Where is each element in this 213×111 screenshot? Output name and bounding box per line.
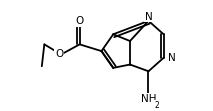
- Text: N: N: [145, 12, 152, 22]
- Text: O: O: [55, 50, 63, 59]
- Text: O: O: [75, 16, 84, 26]
- Text: 2: 2: [154, 101, 159, 110]
- Text: NH: NH: [141, 94, 156, 104]
- Text: N: N: [168, 53, 176, 63]
